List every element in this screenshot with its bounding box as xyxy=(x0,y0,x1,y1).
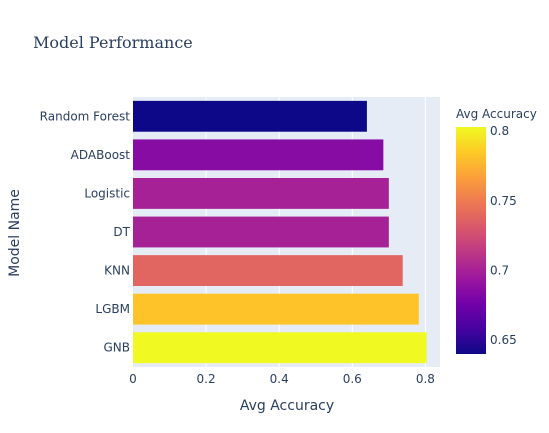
x-tick-label: 0.6 xyxy=(343,372,362,386)
y-tick-label: Random Forest xyxy=(40,109,131,123)
y-tick-label: KNN xyxy=(104,264,130,278)
colorbar-tick-label: 0.75 xyxy=(490,194,517,208)
bar xyxy=(133,178,389,209)
bar xyxy=(133,294,419,325)
bars xyxy=(133,101,426,363)
y-axis-title: Model Name xyxy=(7,189,23,277)
y-tick-label: GNB xyxy=(103,341,130,355)
bar xyxy=(133,101,367,132)
x-tick-label: 0.8 xyxy=(416,372,435,386)
bar xyxy=(133,255,403,286)
y-tick-label: ADABoost xyxy=(71,148,131,162)
y-tick-label: DT xyxy=(113,225,130,239)
colorbar-tick-label: 0.65 xyxy=(490,333,517,347)
chart-title: Model Performance xyxy=(33,33,193,52)
y-tick-label: Logistic xyxy=(84,186,130,200)
bar xyxy=(133,332,426,363)
x-tick-label: 0.2 xyxy=(197,372,216,386)
y-tick-label: LGBM xyxy=(95,302,130,316)
x-tick-label: 0 xyxy=(129,372,137,386)
x-axis-title: Avg Accuracy xyxy=(240,398,334,414)
colorbar-title: Avg Accuracy xyxy=(456,107,537,121)
x-tick-label: 0.4 xyxy=(270,372,289,386)
bar xyxy=(133,217,389,248)
colorbar-tick-label: 0.7 xyxy=(490,263,509,277)
colorbar xyxy=(456,127,486,354)
bar xyxy=(133,139,383,170)
colorbar-tick-label: 0.8 xyxy=(490,124,509,138)
